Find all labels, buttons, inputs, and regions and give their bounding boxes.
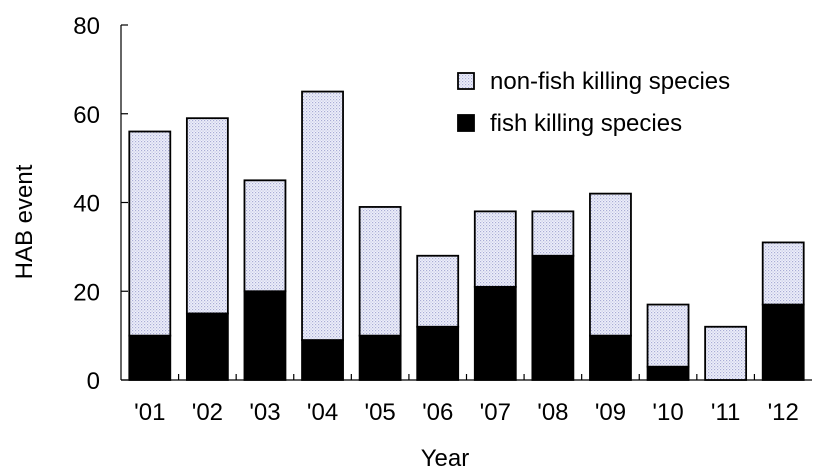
x-tick-label: '08 — [537, 399, 568, 426]
x-tick-label: '02 — [192, 399, 223, 426]
y-tick-label: 80 — [73, 13, 100, 40]
bar-fish-killing-12 — [761, 303, 805, 381]
x-tick-label: '01 — [134, 399, 165, 426]
x-tick-label: '12 — [768, 399, 799, 426]
x-tick-label: '06 — [422, 399, 453, 426]
bar-non-fish-killing-12 — [761, 241, 805, 306]
x-tick-label: '05 — [364, 399, 395, 426]
y-ticks-group: 0 20 40 60 80 — [73, 13, 128, 395]
bar-non-fish-killing-4 — [301, 90, 344, 341]
bar-fish-killing-4 — [301, 339, 344, 381]
bar-non-fish-killing-7 — [473, 210, 517, 288]
bar-fish-killing-9 — [589, 334, 632, 381]
bar-fish-killing-5 — [358, 334, 402, 381]
bars-group — [128, 90, 805, 381]
y-tick-label: 0 — [87, 368, 100, 395]
bar-fish-killing-7 — [473, 285, 517, 381]
x-tick-label: '09 — [595, 399, 626, 426]
legend-swatch — [457, 72, 475, 90]
x-tick-label: '10 — [652, 399, 683, 426]
y-axis-label: HAB event — [11, 164, 38, 279]
bar-non-fish-killing-9 — [589, 192, 632, 337]
legend-label: non-fish killing species — [490, 68, 730, 95]
bar-fish-killing-6 — [416, 325, 460, 381]
bar-non-fish-killing-3 — [243, 179, 287, 293]
legend: non-fish killing species fish killing spe… — [457, 68, 730, 137]
bar-fish-killing-8 — [531, 254, 575, 381]
y-tick-label: 20 — [73, 279, 100, 306]
bar-non-fish-killing-2 — [185, 117, 229, 315]
bar-non-fish-killing-8 — [531, 210, 575, 257]
x-tick-label: '11 — [711, 399, 741, 426]
y-tick-label: 40 — [73, 191, 100, 218]
bar-non-fish-killing-6 — [416, 254, 460, 328]
legend-label: fish killing species — [490, 110, 682, 137]
legend-swatch — [457, 114, 475, 132]
bar-fish-killing-1 — [128, 334, 172, 381]
bar-fish-killing-3 — [243, 290, 287, 381]
bar-non-fish-killing-5 — [358, 206, 402, 337]
x-tick-label: '07 — [480, 399, 511, 426]
x-axis-label: Year — [421, 445, 470, 471]
y-tick-label: 60 — [73, 102, 100, 129]
bar-fish-killing-2 — [185, 312, 229, 381]
bar-non-fish-killing-1 — [128, 130, 172, 337]
x-tick-label: '03 — [249, 399, 280, 426]
bar-non-fish-killing-10 — [646, 303, 690, 368]
x-tick-label: '04 — [307, 399, 338, 426]
bar-non-fish-killing-11 — [704, 325, 748, 381]
bar-fish-killing-10 — [646, 365, 690, 381]
x-ticks-group: '01 '02 '03 '04 '05 '06 '07 '08 '09 '10 '11 '12 — [134, 374, 799, 426]
